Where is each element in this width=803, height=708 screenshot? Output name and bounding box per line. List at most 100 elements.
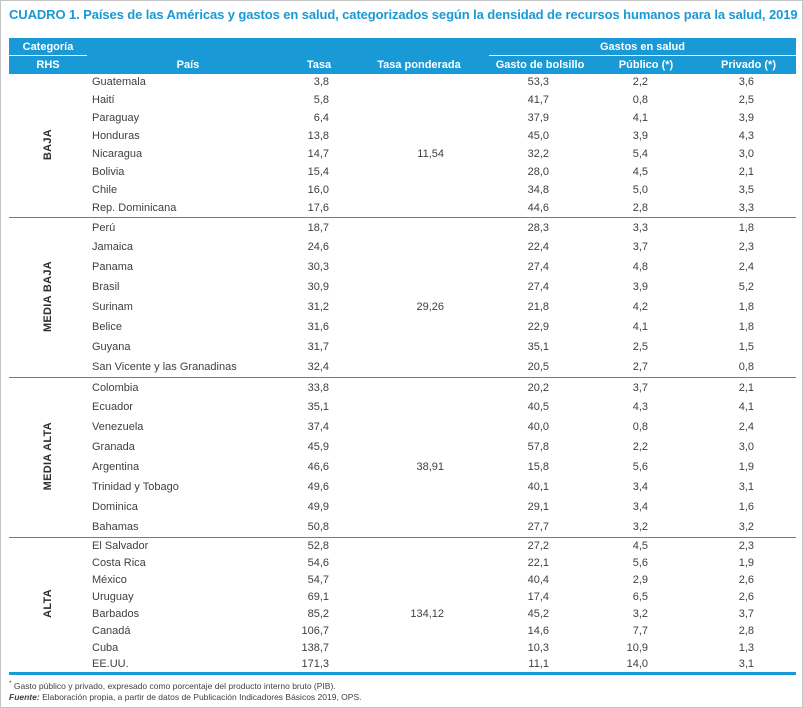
weighted-rate-cell [349, 74, 489, 92]
weighted-rate-cell [349, 200, 489, 218]
header-rate: Tasa [289, 55, 349, 74]
weighted-rate-cell [349, 555, 489, 572]
country-cell: Haití [92, 94, 115, 107]
out-of-pocket-cell: 27,4 [527, 281, 549, 294]
table-row: EE.UU. 171,3 11,1 14,0 3,1 [9, 657, 796, 674]
category-cell: ALTA [9, 537, 87, 674]
out-of-pocket-cell: 45,0 [527, 130, 549, 143]
country-cell: Panama [92, 261, 133, 274]
country-cell: Guyana [92, 341, 131, 354]
out-of-pocket-cell: 27,2 [489, 537, 591, 555]
private-cell: 2,4 [738, 421, 754, 434]
private-cell: 4,1 [738, 401, 754, 414]
table-row: Uruguay 69,1 17,4 6,5 2,6 [9, 589, 796, 606]
table-header: Categoría Gastos en salud RHS País Tasa … [9, 37, 796, 74]
private-cell: 2,6 [738, 590, 754, 603]
country-cell: Paraguay [92, 112, 140, 125]
out-of-pocket-cell: 22,9 [527, 321, 549, 334]
public-cell: 4,3 [632, 401, 648, 414]
rate-cell: 85,2 [307, 607, 329, 620]
out-of-pocket-cell: 10,3 [527, 641, 549, 654]
table-row: Guyana 31,7 35,1 2,5 1,5 [9, 338, 796, 358]
private-cell: 4,3 [738, 130, 754, 143]
rate-cell: 69,1 [307, 590, 329, 603]
rate-cell: 3,8 [313, 76, 329, 89]
rate-cell: 14,7 [307, 148, 329, 161]
private-cell: 3,7 [738, 607, 754, 620]
private-cell: 2,8 [738, 624, 754, 637]
private-cell: 2,3 [738, 241, 754, 254]
weighted-rate-cell [349, 657, 489, 674]
rate-cell: 5,8 [313, 94, 329, 107]
public-cell: 2,5 [632, 341, 648, 354]
health-expenditure-table: Categoría Gastos en salud RHS País Tasa … [9, 37, 796, 676]
footnotes: * Gasto público y privado, expresado com… [9, 680, 794, 703]
weighted-rate-cell [349, 338, 489, 358]
header-private: Privado (*) [701, 55, 796, 74]
country-cell: Colombia [87, 377, 289, 398]
weighted-rate-cell: 11,54 [417, 148, 444, 161]
private-cell: 3,6 [738, 76, 754, 89]
rate-cell: 15,4 [307, 166, 329, 179]
weighted-rate-cell [349, 318, 489, 338]
category-cell: BAJA [9, 74, 87, 218]
public-cell: 3,2 [632, 607, 648, 620]
out-of-pocket-cell: 29,1 [527, 501, 549, 514]
out-of-pocket-cell: 53,3 [527, 76, 549, 89]
out-of-pocket-cell: 22,1 [527, 556, 549, 569]
private-cell: 5,2 [738, 281, 754, 294]
header-public: Público (*) [591, 55, 701, 74]
category-cell: MEDIA BAJA [9, 217, 87, 378]
rate-cell: 30,9 [307, 281, 329, 294]
out-of-pocket-cell: 20,5 [527, 361, 549, 374]
private-cell: 3,5 [738, 184, 754, 197]
weighted-rate-cell [349, 258, 489, 278]
out-of-pocket-cell: 28,0 [527, 166, 549, 179]
weighted-rate-cell [349, 518, 489, 538]
rate-cell: 46,6 [307, 461, 329, 474]
rate-cell: 31,2 [307, 301, 329, 314]
public-cell: 3,7 [632, 241, 648, 254]
table-row: Jamaica 24,6 22,4 3,7 2,3 [9, 238, 796, 258]
country-cell: Guatemala [92, 76, 146, 89]
weighted-rate-cell: 134,12 [410, 607, 444, 620]
weighted-rate-cell [349, 358, 489, 378]
private-cell: 1,5 [738, 341, 754, 354]
country-cell: Dominica [92, 501, 138, 514]
private-cell: 3,9 [738, 112, 754, 125]
table-row: Haití 5,8 41,7 0,8 2,5 [9, 92, 796, 110]
rate-cell: 17,6 [307, 202, 329, 215]
country-cell: Surinam [92, 301, 133, 314]
public-cell: 2,9 [632, 573, 648, 586]
country-cell: El Salvador [87, 537, 289, 555]
out-of-pocket-cell: 17,4 [527, 590, 549, 603]
rate-cell: 31,7 [307, 341, 329, 354]
private-cell: 0,8 [738, 361, 754, 374]
country-cell: Chile [92, 184, 118, 197]
footnote-gdp: * Gasto público y privado, expresado com… [9, 680, 794, 692]
table-row: Granada 45,9 57,8 2,2 3,0 [9, 438, 796, 458]
out-of-pocket-cell: 14,6 [527, 624, 549, 637]
table-row: Argentina 46,6 38,91 15,8 5,6 1,9 [9, 458, 796, 478]
weighted-rate-cell [349, 238, 489, 258]
private-cell: 2,3 [701, 537, 796, 555]
public-cell: 2,2 [632, 441, 648, 454]
country-cell: Ecuador [92, 401, 133, 414]
weighted-rate-cell [349, 217, 489, 238]
country-cell: Honduras [92, 130, 140, 143]
public-cell: 4,2 [632, 301, 648, 314]
table-row: MEDIA BAJA Perú 18,7 28,3 3,3 1,8 [9, 217, 796, 378]
public-cell: 3,7 [591, 377, 701, 398]
weighted-rate-cell [349, 164, 489, 182]
rate-cell: 32,4 [307, 361, 329, 374]
weighted-rate-cell [349, 182, 489, 200]
table-row: Panama 30,3 27,4 4,8 2,4 [9, 258, 796, 278]
public-cell: 5,6 [632, 556, 648, 569]
footnote-text: Gasto público y privado, expresado como … [11, 681, 336, 692]
header-health-expenses-group: Gastos en salud [489, 37, 796, 57]
category-label: MEDIA BAJA [41, 260, 54, 332]
out-of-pocket-cell: 45,2 [527, 607, 549, 620]
private-cell: 3,1 [738, 481, 754, 494]
table-row: Bahamas 50,8 27,7 3,2 3,2 [9, 518, 796, 538]
table-row: Rep. Dominicana 17,6 44,6 2,8 3,3 [9, 200, 796, 218]
